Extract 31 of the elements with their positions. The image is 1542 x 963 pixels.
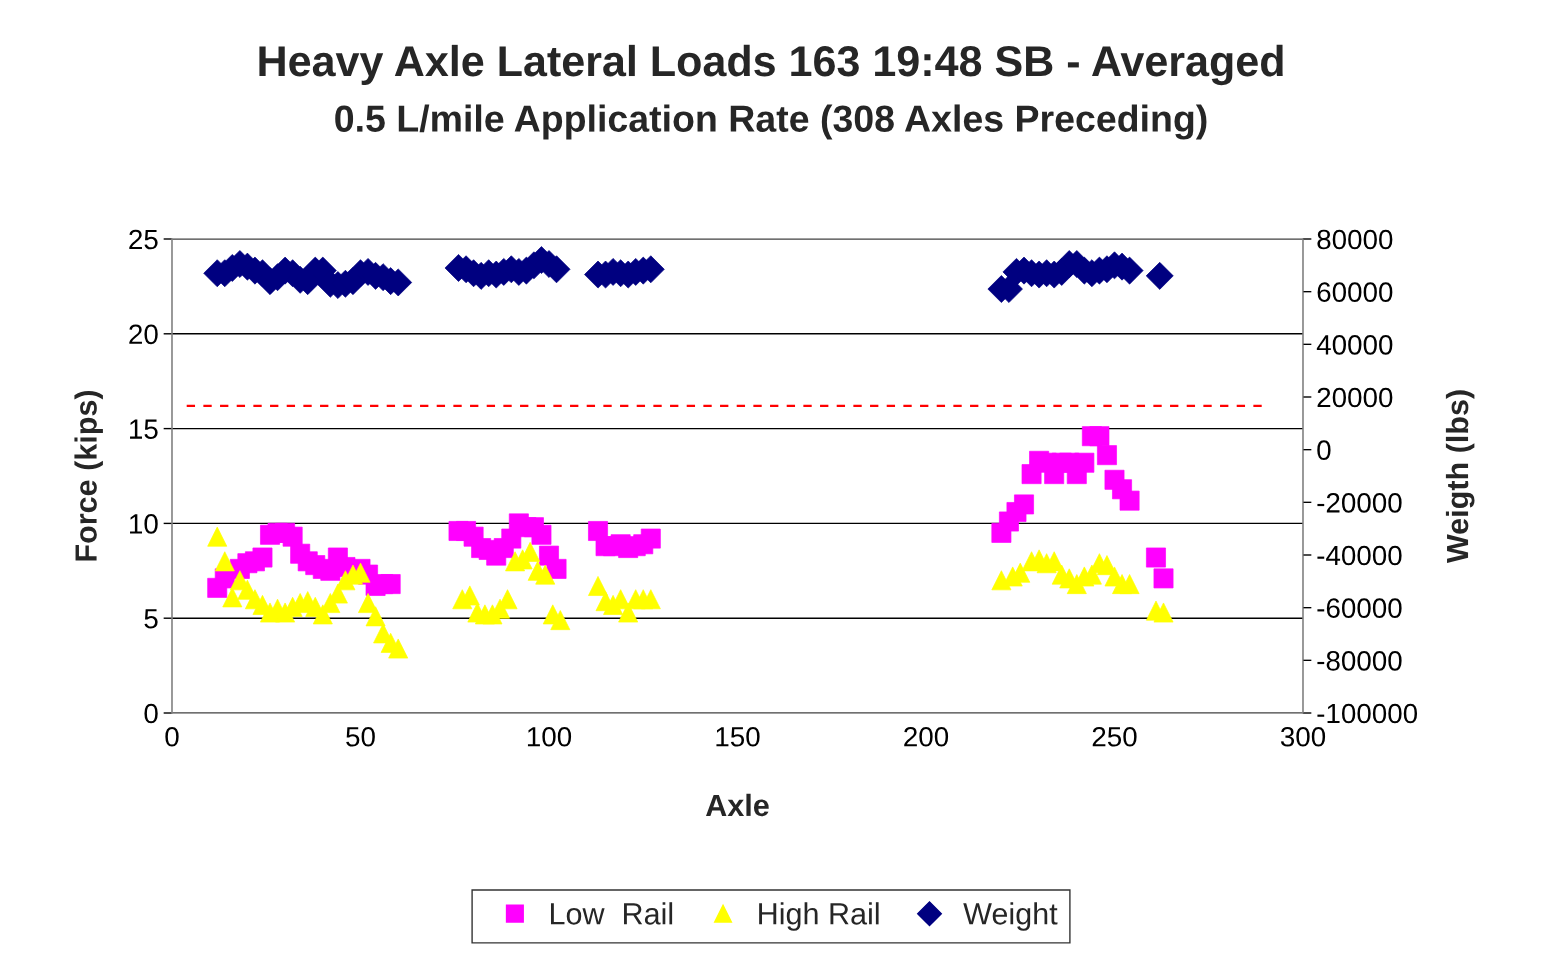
x-tick-label: 0 — [165, 726, 179, 747]
x-tick-label: 200 — [904, 726, 949, 747]
x-tick-label: 50 — [346, 726, 375, 747]
legend-label: High Rail — [759, 902, 879, 931]
y-tick-label: 10 — [130, 514, 158, 534]
y-tick-label: 5 — [144, 609, 158, 629]
y-tick-label: 15 — [130, 419, 158, 439]
y2-tick-label: -40000 — [1317, 545, 1402, 566]
legend-label: Low Rail — [551, 902, 673, 925]
x-tick-label: 100 — [527, 726, 572, 747]
y2-tick-label: 80000 — [1317, 229, 1393, 250]
y2-tick-label: 20000 — [1317, 387, 1393, 408]
y2-axis-title: Weigth (lbs) — [1445, 390, 1475, 564]
x-axis-title: Axle — [705, 793, 769, 817]
y-tick-label: 25 — [129, 229, 158, 250]
y-tick-label: 20 — [129, 324, 158, 345]
legend-label: Weight — [963, 902, 1058, 931]
y2-tick-label: -20000 — [1317, 493, 1402, 513]
y-axis-title: Force (kips) — [74, 390, 103, 561]
y2-tick-label: -100000 — [1317, 703, 1418, 724]
y2-tick-label: -80000 — [1317, 651, 1402, 671]
y2-tick-label: -60000 — [1317, 598, 1402, 619]
chart-subtitle: 0.5 L/mile Application Rate (308 Axles Preceding) — [335, 104, 1207, 140]
y2-tick-label: 0 — [1317, 440, 1331, 461]
chart-title: Heavy Axle Lateral Loads 163 19:48 SB - Averaged — [259, 44, 1283, 86]
y-tick-label: 0 — [144, 703, 158, 724]
x-tick-label: 250 — [1092, 726, 1137, 747]
x-tick-label: 300 — [1280, 726, 1326, 747]
y2-tick-label: 60000 — [1317, 282, 1393, 303]
x-tick-label: 150 — [716, 726, 760, 747]
y2-tick-label: 40000 — [1316, 335, 1393, 355]
